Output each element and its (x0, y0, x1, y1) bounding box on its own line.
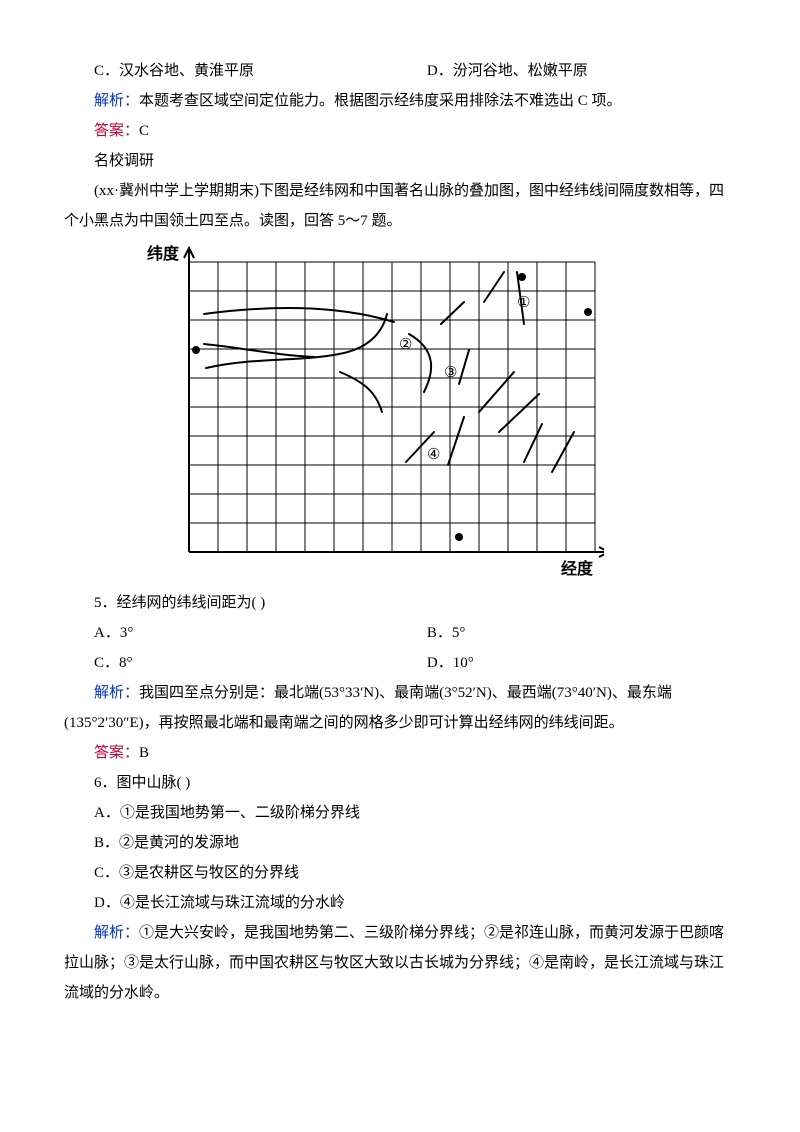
q4-option-d: D．汾河谷地、松嫩平原 (427, 56, 736, 86)
answer-label: 答案： (94, 745, 139, 761)
school-research-heading: 名校调研 (64, 146, 736, 176)
q5-option-a: A．3° (64, 618, 427, 648)
svg-text:④: ④ (427, 447, 440, 463)
svg-text:纬度: 纬度 (147, 244, 180, 263)
q4-analysis: 解析：本题考查区域空间定位能力。根据图示经纬度采用排除法不难选出 C 项。 (64, 86, 736, 116)
q6-option-b: B．②是黄河的发源地 (64, 828, 736, 858)
intro-text: (xx·冀州中学上学期期末)下图是经纬网和中国著名山脉的叠加图，图中经纬线间隔度… (64, 176, 736, 236)
q5-answer: 答案：B (64, 738, 736, 768)
q6-option-d: D．④是长江流域与珠江流域的分水岭 (64, 888, 736, 918)
figure-grid-map: 纬度经度 ① ② ③ ④ (144, 242, 736, 582)
q4-option-c: C．汉水谷地、黄淮平原 (64, 56, 427, 86)
q5-option-b: B．5° (427, 618, 736, 648)
q6-option-c: C．③是农耕区与牧区的分界线 (64, 858, 736, 888)
svg-text:③: ③ (444, 365, 457, 381)
q5-option-c: C．8° (64, 648, 427, 678)
q5-analysis: 解析：我国四至点分别是：最北端(53°33′N)、最南端(3°52′N)、最西端… (64, 678, 736, 738)
analysis-label: 解析： (94, 685, 139, 701)
analysis-label: 解析： (94, 925, 139, 941)
answer-label: 答案： (94, 123, 139, 139)
q5-option-d: D．10° (427, 648, 736, 678)
answer-text: B (139, 745, 149, 761)
q5-stem: 5．经纬网的纬线间距为( ) (64, 588, 736, 618)
svg-text:经度: 经度 (561, 559, 594, 578)
analysis-label: 解析： (94, 93, 139, 109)
answer-text: C (139, 123, 149, 139)
analysis-text: ①是大兴安岭，是我国地势第二、三级阶梯分界线；②是祁连山脉，而黄河发源于巴颜喀拉… (64, 925, 724, 1001)
q6-stem: 6．图中山脉( ) (64, 768, 736, 798)
q4-answer: 答案：C (64, 116, 736, 146)
svg-text:②: ② (399, 337, 412, 353)
svg-text:①: ① (517, 295, 530, 311)
analysis-text: 本题考查区域空间定位能力。根据图示经纬度采用排除法不难选出 C 项。 (139, 93, 622, 109)
q6-analysis: 解析：①是大兴安岭，是我国地势第二、三级阶梯分界线；②是祁连山脉，而黄河发源于巴… (64, 918, 736, 1008)
q6-option-a: A．①是我国地势第一、二级阶梯分界线 (64, 798, 736, 828)
analysis-text: 我国四至点分别是：最北端(53°33′N)、最南端(3°52′N)、最西端(73… (64, 685, 672, 731)
